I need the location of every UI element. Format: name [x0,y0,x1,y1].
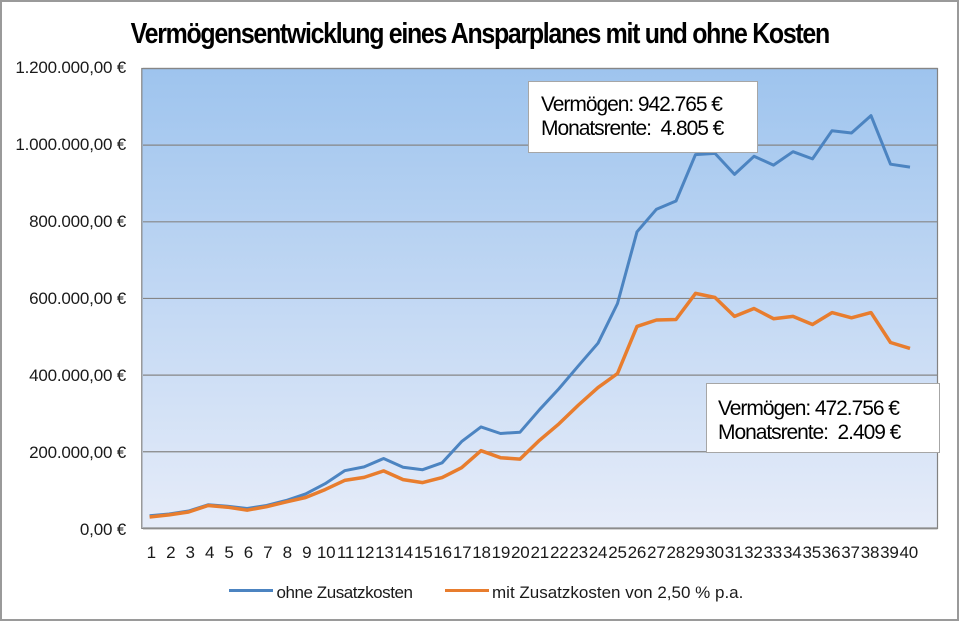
svg-text:26: 26 [628,543,647,562]
svg-text:37: 37 [841,543,860,562]
svg-text:14: 14 [395,543,414,562]
svg-text:12: 12 [356,543,375,562]
svg-text:19: 19 [492,543,511,562]
svg-text:2: 2 [166,543,175,562]
svg-text:3: 3 [185,543,194,562]
svg-text:18: 18 [472,543,491,562]
svg-text:32: 32 [744,543,763,562]
svg-text:40: 40 [900,543,919,562]
svg-text:34: 34 [783,543,802,562]
svg-text:13: 13 [375,543,394,562]
svg-text:17: 17 [453,543,472,562]
svg-text:1: 1 [147,543,156,562]
svg-text:7: 7 [263,543,272,562]
svg-text:25: 25 [608,543,627,562]
svg-text:11: 11 [337,543,354,562]
svg-text:38: 38 [861,543,880,562]
svg-text:20: 20 [511,543,530,562]
svg-text:35: 35 [802,543,821,562]
svg-text:33: 33 [764,543,783,562]
svg-text:21: 21 [531,543,550,562]
svg-text:9: 9 [302,543,311,562]
svg-text:30: 30 [705,543,724,562]
svg-text:39: 39 [880,543,899,562]
svg-text:10: 10 [317,543,336,562]
svg-text:5: 5 [224,543,233,562]
svg-text:6: 6 [244,543,253,562]
svg-text:15: 15 [414,543,433,562]
svg-text:4: 4 [205,543,214,562]
svg-text:27: 27 [647,543,666,562]
svg-text:16: 16 [433,543,452,562]
svg-text:31: 31 [725,543,744,562]
svg-text:24: 24 [589,543,608,562]
svg-text:22: 22 [550,543,569,562]
svg-text:23: 23 [569,543,588,562]
svg-text:8: 8 [283,543,292,562]
svg-text:36: 36 [822,543,841,562]
svg-text:29: 29 [686,543,705,562]
svg-text:28: 28 [666,543,685,562]
